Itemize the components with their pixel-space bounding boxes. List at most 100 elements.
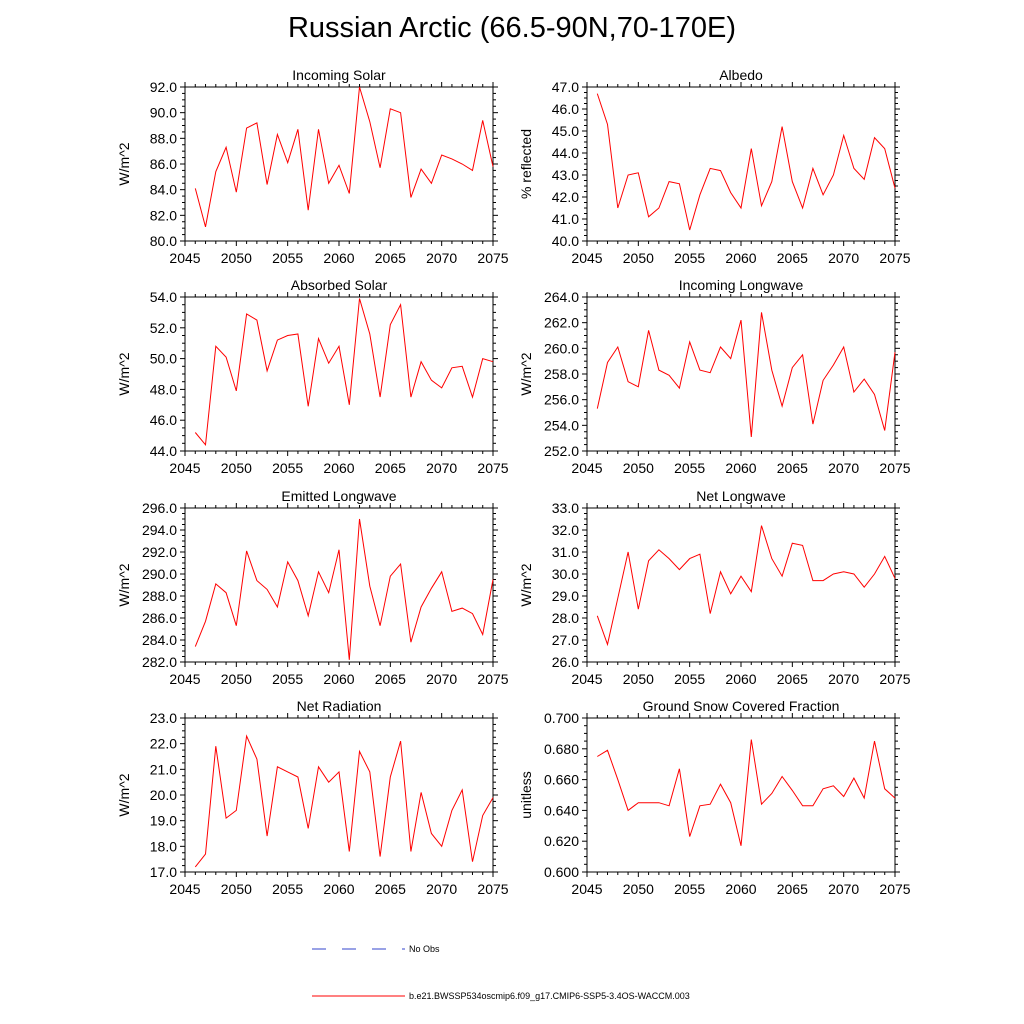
panel-title: Ground Snow Covered Fraction (643, 698, 840, 714)
x-tick-label: 2065 (375, 250, 406, 266)
x-tick-label: 2050 (221, 881, 252, 897)
panel-title: Absorbed Solar (291, 277, 388, 293)
panel-7: Net Radiation W/m^2 2045 2050 2055 2060 2065 20… (116, 698, 509, 897)
x-tick-label: 2065 (375, 460, 406, 476)
series-line (597, 739, 896, 846)
y-tick-label: 86.0 (150, 156, 177, 172)
x-tick-label: 2075 (477, 460, 508, 476)
panel-1: Incoming Solar W/m^2 2045 2050 2055 2060 2065 2… (116, 67, 509, 266)
y-tick-label: 290.0 (142, 566, 177, 582)
x-tick-label: 2045 (571, 460, 602, 476)
series-line (596, 312, 896, 437)
x-tick-label: 2045 (571, 671, 602, 687)
y-tick-label: 0.660 (544, 772, 579, 788)
y-tick-label: 27.0 (552, 632, 579, 648)
series-line (194, 518, 494, 660)
x-tick-label: 2055 (272, 881, 303, 897)
x-tick-label: 2055 (272, 250, 303, 266)
y-tick-label: 292.0 (142, 544, 177, 560)
y-axis-label: W/m^2 (518, 352, 534, 395)
plot-frame (586, 717, 896, 873)
y-axis-label: W/m^2 (116, 773, 132, 816)
series-line (596, 93, 896, 231)
y-axis-label: W/m^2 (116, 142, 132, 185)
y-tick-label: 296.0 (142, 500, 177, 516)
y-tick-label: 18.0 (150, 838, 177, 854)
y-tick-label: 0.600 (544, 864, 579, 880)
x-tick-label: 2060 (725, 881, 756, 897)
x-tick-label: 2070 (828, 460, 859, 476)
x-tick-label: 2070 (426, 460, 457, 476)
y-tick-label: 82.0 (150, 207, 177, 223)
x-tick-label: 2050 (221, 250, 252, 266)
x-tick-label: 2060 (725, 460, 756, 476)
y-tick-label: 258.0 (544, 366, 579, 382)
x-tick-label: 2045 (169, 250, 200, 266)
y-axis-label: W/m^2 (116, 352, 132, 395)
plot-frame (184, 507, 494, 663)
x-tick-label: 2060 (323, 671, 354, 687)
y-tick-label: 284.0 (142, 632, 177, 648)
y-tick-label: 19.0 (150, 813, 177, 829)
y-tick-label: 0.620 (544, 833, 579, 849)
y-tick-label: 29.0 (552, 588, 579, 604)
panel-5: Emitted Longwave W/m^2 2045 2050 2055 2060 206… (116, 488, 509, 687)
legend: No Obs b.e21.BWSSP534oscmip6.f09_g17.CMI… (312, 944, 690, 1001)
x-tick-label: 2050 (623, 881, 654, 897)
x-tick-label: 2070 (828, 671, 859, 687)
panel-title: Incoming Solar (292, 67, 386, 83)
panel-8: Ground Snow Covered Fraction unitless 2045… (518, 698, 911, 897)
y-tick-label: 252.0 (544, 443, 579, 459)
x-tick-label: 2065 (777, 250, 808, 266)
x-tick-label: 2055 (272, 671, 303, 687)
y-tick-label: 294.0 (142, 522, 177, 538)
y-tick-label: 0.640 (544, 802, 579, 818)
y-tick-label: 262.0 (544, 315, 579, 331)
plot-frame (184, 717, 494, 873)
x-tick-label: 2055 (674, 881, 705, 897)
x-tick-label: 2045 (571, 881, 602, 897)
plot-frame (586, 86, 896, 242)
y-tick-label: 41.0 (552, 211, 579, 227)
y-tick-label: 286.0 (142, 610, 177, 626)
x-tick-label: 2075 (879, 250, 910, 266)
panel-title: Net Longwave (696, 488, 786, 504)
y-tick-label: 44.0 (552, 145, 579, 161)
y-axis-label: % reflected (518, 129, 534, 199)
y-tick-label: 256.0 (544, 392, 579, 408)
y-tick-label: 22.0 (150, 736, 177, 752)
panel-3: Absorbed Solar W/m^2 2045 2050 2055 2060 2065 2… (116, 277, 509, 476)
y-tick-label: 23.0 (150, 710, 177, 726)
y-tick-label: 90.0 (150, 105, 177, 121)
y-tick-label: 84.0 (150, 182, 177, 198)
y-tick-label: 32.0 (552, 522, 579, 538)
x-tick-label: 2070 (426, 881, 457, 897)
series-line (194, 86, 494, 228)
x-tick-label: 2060 (725, 250, 756, 266)
x-tick-label: 2075 (879, 881, 910, 897)
x-tick-label: 2055 (674, 250, 705, 266)
y-tick-label: 33.0 (552, 500, 579, 516)
x-tick-label: 2065 (375, 671, 406, 687)
x-tick-label: 2065 (375, 881, 406, 897)
x-tick-label: 2050 (623, 671, 654, 687)
x-tick-label: 2060 (323, 250, 354, 266)
x-tick-label: 2070 (426, 250, 457, 266)
y-tick-label: 80.0 (150, 233, 177, 249)
y-axis-label: W/m^2 (518, 563, 534, 606)
x-tick-label: 2075 (477, 671, 508, 687)
x-tick-label: 2070 (828, 881, 859, 897)
y-tick-label: 0.680 (544, 741, 579, 757)
series-line (194, 734, 494, 868)
x-tick-label: 2045 (169, 460, 200, 476)
y-tick-label: 54.0 (150, 289, 177, 305)
x-tick-label: 2055 (674, 671, 705, 687)
legend-model-label: b.e21.BWSSP534oscmip6.f09_g17.CMIP6-SSP5… (409, 991, 690, 1001)
legend-no-obs-label: No Obs (409, 944, 440, 954)
x-tick-label: 2050 (623, 250, 654, 266)
y-tick-label: 0.700 (544, 710, 579, 726)
x-tick-label: 2075 (477, 881, 508, 897)
panel-6: Net Longwave W/m^2 2045 2050 2055 2060 2065 207… (518, 488, 911, 687)
x-tick-label: 2065 (777, 460, 808, 476)
series-line (194, 298, 494, 447)
